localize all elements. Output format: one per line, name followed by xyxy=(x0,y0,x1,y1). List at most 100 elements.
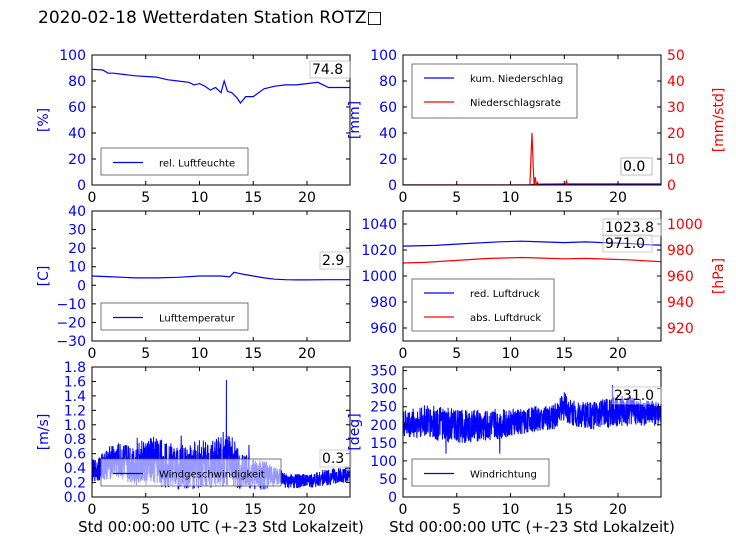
windspeed-legend-box xyxy=(100,458,282,487)
precip-ytick2-label-4: 40 xyxy=(667,74,685,90)
precip-last-box-1 xyxy=(620,157,653,176)
precip-ytick2-label-0: 0 xyxy=(667,178,676,194)
temperature-ytick-label-6: 30 xyxy=(68,223,86,239)
windspeed-xlabel: Std 00:00:00 UTC (+-23 Std Lokalzeit) xyxy=(78,518,364,536)
windspeed-xtick-label-3: 15 xyxy=(244,502,262,518)
windspeed-ytick-label-8: 1.6 xyxy=(64,374,86,390)
windspeed-axes-frame xyxy=(91,366,351,498)
precip-legend-label-0: kum. Niederschlag xyxy=(470,74,563,85)
precip-xtick-label-4: 20 xyxy=(609,190,627,206)
temperature-ytick-label-1: −20 xyxy=(56,315,86,331)
windspeed-ytick-label-1: 0.2 xyxy=(64,476,86,492)
precip-xtick-label-2: 10 xyxy=(502,190,520,206)
winddir-xtick-label-1: 5 xyxy=(452,502,461,518)
precip-ylabel: [mm] xyxy=(347,101,363,139)
precip-last-value-1: 0.0 xyxy=(623,159,645,175)
precip-ytick-label-3: 60 xyxy=(379,100,397,116)
humidity-ytick-label-5: 100 xyxy=(59,48,86,64)
temperature-xtick-label-3: 15 xyxy=(244,346,262,362)
temperature-last-value-0: 2.9 xyxy=(322,253,344,269)
precip-ytick-label-5: 100 xyxy=(370,48,397,64)
pressure-series-0-line xyxy=(403,240,661,247)
figure-title: 2020-02-18 Wetterdaten Station ROTZ□ xyxy=(38,8,383,28)
windspeed-ytick-label-2: 0.4 xyxy=(64,461,86,477)
humidity-ytick-label-1: 20 xyxy=(68,152,86,168)
humidity-xtick-label-1: 5 xyxy=(141,190,150,206)
windspeed-ytick-label-6: 1.2 xyxy=(64,403,86,419)
humidity-xtick-label-3: 15 xyxy=(244,190,262,206)
temperature-xtick-label-4: 20 xyxy=(298,346,316,362)
humidity-ytick-label-0: 0 xyxy=(77,178,86,194)
temperature-last-box-0 xyxy=(319,251,352,270)
windspeed-xtick-label-2: 10 xyxy=(191,502,209,518)
humidity-series-0-line xyxy=(92,68,350,105)
winddir-ylabel: [deg] xyxy=(347,413,363,450)
windspeed-last-value-0: 0.3 xyxy=(322,451,344,467)
pressure-legend-box xyxy=(411,278,555,332)
winddir-axes-frame xyxy=(402,366,662,498)
winddir-ytick-label-7: 350 xyxy=(370,364,397,380)
winddir-ytick-label-3: 150 xyxy=(370,436,397,452)
winddir-ytick-label-0: 0 xyxy=(388,490,397,506)
winddir-legend-label-0: Windrichtung xyxy=(470,470,537,481)
winddir-ytick-label-4: 200 xyxy=(370,418,397,434)
humidity-ytick-label-3: 60 xyxy=(68,100,86,116)
humidity-xtick-label-2: 10 xyxy=(191,190,209,206)
pressure-ytick-label-2: 1000 xyxy=(361,269,397,285)
pressure-last-box-0 xyxy=(602,218,662,237)
pressure-ytick-label-4: 1040 xyxy=(361,217,397,233)
winddir-series-0-line xyxy=(403,385,661,454)
precip-ytick-label-1: 20 xyxy=(379,152,397,168)
pressure-legend-label-0: red. Luftdruck xyxy=(470,289,540,300)
precip-ytick2-label-2: 20 xyxy=(667,126,685,142)
pressure-series-1-line xyxy=(403,256,661,264)
precip-axes-frame xyxy=(402,54,662,186)
humidity-axes-frame xyxy=(91,54,351,186)
humidity-last-box-0 xyxy=(309,60,351,79)
pressure-last-box-1 xyxy=(602,234,653,253)
precip-last-value-0: 0.0 xyxy=(623,159,645,175)
temperature-ytick-label-4: 10 xyxy=(68,260,86,276)
temperature-ylabel: [C] xyxy=(36,266,52,287)
precip-ytick-label-4: 80 xyxy=(379,74,397,90)
humidity-last-value-0: 74.8 xyxy=(312,62,343,78)
humidity-xtick-label-0: 0 xyxy=(88,190,97,206)
windspeed-xtick-label-4: 20 xyxy=(298,502,316,518)
winddir-legend-box xyxy=(411,458,550,487)
winddir-xtick-label-2: 10 xyxy=(502,502,520,518)
temperature-xtick-label-0: 0 xyxy=(88,346,97,362)
temperature-xtick-label-2: 10 xyxy=(191,346,209,362)
windspeed-ytick-label-7: 1.4 xyxy=(64,389,86,405)
temperature-ytick-label-0: −30 xyxy=(56,334,86,350)
pressure-xtick-label-1: 5 xyxy=(452,346,461,362)
winddir-xtick-label-3: 15 xyxy=(555,502,573,518)
temperature-series-0-line xyxy=(92,271,350,281)
windspeed-ylabel: [m/s] xyxy=(36,414,52,451)
windspeed-xtick-label-0: 0 xyxy=(88,502,97,518)
windspeed-xtick-label-1: 5 xyxy=(141,502,150,518)
winddir-ytick-label-6: 300 xyxy=(370,382,397,398)
temperature-legend-box xyxy=(100,302,249,331)
pressure-ylabel2: [hPa] xyxy=(711,258,727,294)
precip-ytick-label-0: 0 xyxy=(388,178,397,194)
winddir-ytick-label-1: 50 xyxy=(379,472,397,488)
pressure-legend-label-1: abs. Luftdruck xyxy=(470,313,541,324)
precip-series-1-line xyxy=(403,132,661,185)
precip-ylabel2: [mm/std] xyxy=(711,88,727,153)
windspeed-last-box-0 xyxy=(319,449,352,468)
precip-xtick-label-1: 5 xyxy=(452,190,461,206)
pressure-ytick-label-0: 960 xyxy=(370,321,397,337)
windspeed-ytick-label-5: 1.0 xyxy=(64,418,86,434)
pressure-xtick-label-2: 10 xyxy=(502,346,520,362)
precip-legend-box xyxy=(411,63,578,119)
precip-ytick-label-2: 40 xyxy=(379,126,397,142)
pressure-ytick2-label-4: 1000 xyxy=(667,217,703,233)
windspeed-legend-label-0: Windgeschwindigkeit xyxy=(159,470,265,481)
precip-legend-label-1: Niederschlagsrate xyxy=(470,98,561,109)
windspeed-ytick-label-3: 0.6 xyxy=(64,447,86,463)
winddir-xtick-label-0: 0 xyxy=(399,502,408,518)
temperature-axes-frame xyxy=(91,210,351,342)
windspeed-ytick-label-4: 0.8 xyxy=(64,432,86,448)
windspeed-ytick-label-9: 1.8 xyxy=(64,360,86,376)
